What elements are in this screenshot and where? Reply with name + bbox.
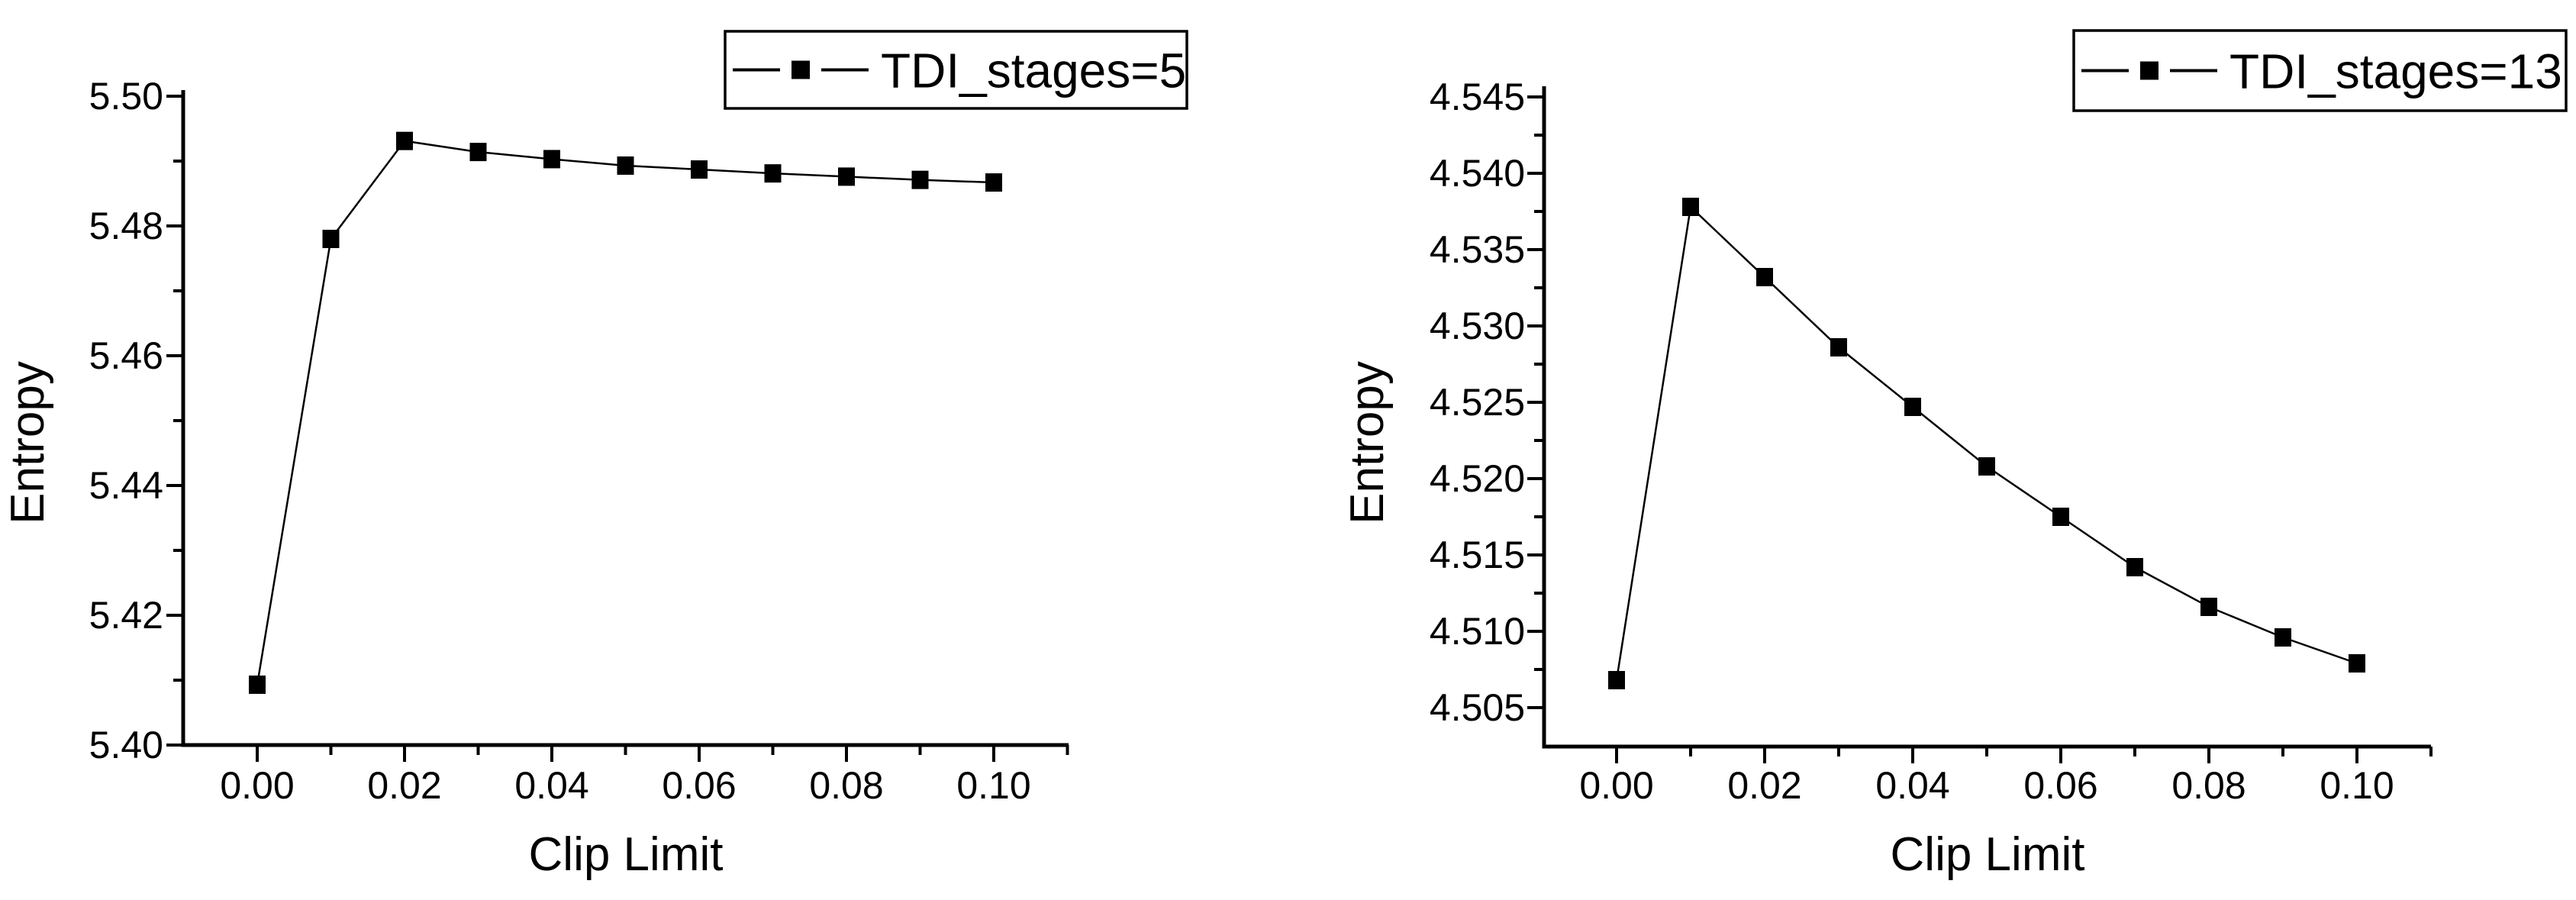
series-line [1615,205,2358,681]
y-tick-label: 4.505 [1430,686,1525,729]
data-point-marker [322,230,340,248]
x-tick-label: 0.06 [662,764,736,807]
data-point-marker [1830,338,1847,356]
series-line [256,140,995,685]
y-tick-label: 4.535 [1430,228,1525,271]
x-tick-label: 0.00 [220,764,294,807]
y-tick-label: 5.50 [89,75,163,118]
data-point-marker [1978,457,1995,476]
chart-tdi-stages-13: 4.505 4.510 4.515 4.520 4.525 4.530 4.535 4.540… [1341,29,2568,881]
legend-marker-sample [2140,61,2158,80]
x-axis-title: Clip Limit [1891,828,2085,881]
data-point-marker [1904,398,1921,416]
x-tick-label: 0.02 [1727,764,1801,807]
legend: TDI_stages=5 [724,30,1188,110]
x-tick-label: 0.02 [367,764,441,807]
data-point-marker [1756,268,1773,286]
y-tick-label: 4.510 [1430,610,1525,653]
y-tick-label: 4.525 [1430,381,1525,424]
data-point-marker [617,156,634,175]
data-point-marker [469,143,487,162]
y-tick-label: 5.40 [89,724,163,766]
y-tick-label: 5.48 [89,205,163,247]
data-point-marker [1608,671,1625,689]
data-point-marker [1682,198,1699,216]
y-tick-label: 5.46 [89,334,163,377]
legend: TDI_stages=13 [2072,29,2568,112]
chart-tdi-stages-5: 5.40 5.42 5.44 5.46 5.48 5.50 0.00 0.02 0.04 0.06… [2,30,1188,881]
x-tick-label: 0.08 [2171,764,2246,807]
y-axis-title: Entropy [2,361,54,524]
x-tick-label: 0.10 [956,764,1030,807]
x-tick-label: 0.00 [1579,764,1653,807]
x-tick-label: 0.08 [809,764,883,807]
y-tick-label: 4.515 [1430,534,1525,576]
data-point-marker [396,131,413,150]
data-point-marker [911,170,929,189]
x-tick-label: 0.10 [2320,764,2394,807]
y-axis-title: Entropy [1341,361,1394,524]
legend-marker-sample [791,60,810,79]
y-tick-label: 5.44 [89,464,163,507]
x-tick-label: 0.04 [514,764,588,807]
data-point-marker [2200,598,2217,616]
legend-label: TDI_stages=13 [2229,44,2562,99]
x-tick-label: 0.06 [2023,764,2097,807]
y-tick-label: 4.540 [1430,152,1525,195]
data-point-marker [691,160,708,179]
data-point-marker [2052,508,2069,526]
data-point-marker [2349,654,2365,673]
data-point-marker [2275,628,2291,647]
y-tick-label: 4.545 [1430,76,1525,118]
x-axis-title: Clip Limit [529,828,724,881]
data-point-marker [249,675,266,694]
y-tick-label: 5.42 [89,594,163,637]
data-point-marker [985,173,1002,192]
y-tick-label: 4.520 [1430,457,1525,500]
legend-label: TDI_stages=5 [881,44,1186,98]
y-tick-label: 4.530 [1430,305,1525,347]
data-point-marker [543,150,560,169]
data-point-marker [838,167,855,186]
data-point-marker [764,164,782,183]
data-point-marker [2126,558,2143,576]
x-tick-label: 0.04 [1875,764,1949,807]
